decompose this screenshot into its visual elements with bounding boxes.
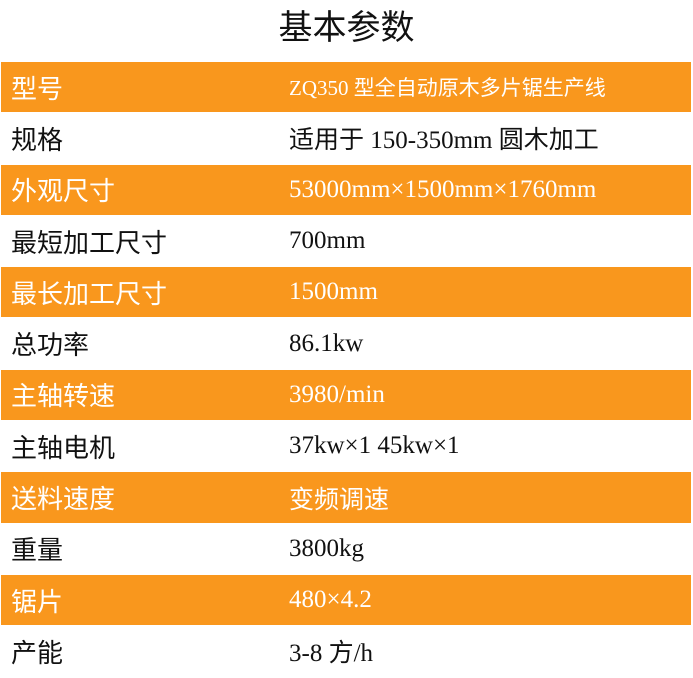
param-value: 700mm bbox=[289, 227, 366, 255]
param-label: 重量 bbox=[11, 536, 64, 567]
param-value: ZQ350 型全自动原木多片锯生产线 bbox=[289, 76, 606, 101]
param-value: 3-8 方/h bbox=[289, 640, 374, 668]
param-value: 53000mm×1500mm×1760mm bbox=[289, 175, 597, 203]
param-label: 最长加工尺寸 bbox=[11, 279, 168, 310]
param-label: 总功率 bbox=[11, 331, 90, 362]
param-value: 86.1kw bbox=[289, 329, 364, 357]
title: 基本参数 bbox=[278, 8, 415, 48]
param-value: 适用于 150-350mm 圆木加工 bbox=[289, 127, 599, 155]
param-table: 型号 ZQ350 型全自动原木多片锯生产线规格 适用于 150-350mm 圆木加工… bbox=[1, 62, 691, 678]
param-value: 变频调速 bbox=[289, 486, 390, 514]
table-row: 最短加工尺寸 700mm bbox=[1, 216, 691, 268]
param-value: 37kw×1 45kw×1 bbox=[289, 432, 460, 460]
param-value: 480×4.2 bbox=[289, 586, 372, 614]
table-row: 最长加工尺寸 1500mm bbox=[1, 267, 691, 319]
table-row: 送料速度 变频调速 bbox=[1, 472, 691, 524]
param-label: 锯片 bbox=[11, 587, 64, 618]
param-value: 3800kg bbox=[289, 534, 364, 562]
table-row: 主轴电机 37kw×1 45kw×1 bbox=[1, 421, 691, 473]
param-value: 1500mm bbox=[289, 278, 378, 306]
param-label: 产能 bbox=[11, 638, 64, 669]
table-row: 主轴转速 3980/min bbox=[1, 369, 691, 422]
table-row: 规格 适用于 150-350mm 圆木加工 bbox=[1, 113, 691, 165]
table-row: 外观尺寸 53000mm×1500mm×1760mm bbox=[1, 164, 691, 216]
param-label: 主轴转速 bbox=[11, 382, 116, 413]
param-label: 外观尺寸 bbox=[11, 177, 116, 208]
param-label: 送料速度 bbox=[11, 485, 116, 516]
table-row: 总功率 86.1kw bbox=[1, 318, 691, 370]
param-label: 最短加工尺寸 bbox=[11, 228, 168, 259]
param-value: 3980/min bbox=[289, 380, 385, 408]
table-row: 型号 ZQ350 型全自动原木多片锯生产线 bbox=[1, 62, 691, 114]
param-label: 型号 bbox=[11, 74, 64, 105]
table-row: 重量 3800kg bbox=[1, 524, 691, 575]
table-row: 锯片 480×4.2 bbox=[1, 574, 691, 627]
param-label: 主轴电机 bbox=[11, 433, 116, 464]
table-row: 产能 3-8 方/h bbox=[1, 626, 691, 678]
param-label: 规格 bbox=[11, 125, 64, 156]
